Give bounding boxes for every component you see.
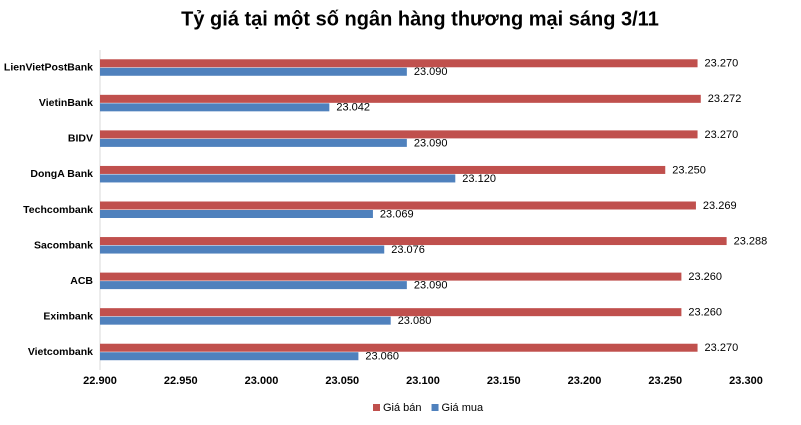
data-label: 23.060 (365, 351, 399, 363)
bar (100, 343, 698, 352)
legend-swatch (373, 404, 380, 411)
chart-title: Tỷ giá tại một số ngân hàng thương mại s… (181, 8, 659, 30)
data-label: 23.270 (705, 58, 739, 70)
legend-label: Giá mua (442, 402, 484, 414)
bar (100, 308, 682, 317)
data-label: 23.288 (734, 235, 768, 247)
bar (100, 272, 682, 281)
data-label: 23.076 (391, 244, 425, 256)
data-label: 23.260 (688, 307, 722, 319)
x-tick-label: 23.000 (245, 375, 279, 387)
data-label: 23.120 (462, 173, 496, 185)
data-label: 23.090 (414, 280, 448, 292)
bar (100, 245, 385, 254)
bar (100, 210, 373, 218)
bar (100, 59, 698, 68)
y-tick-label: Vietcombank (28, 346, 93, 358)
data-label: 23.270 (705, 342, 739, 354)
y-tick-label: Eximbank (43, 310, 93, 322)
bar (100, 316, 391, 325)
data-label: 23.080 (398, 315, 432, 327)
x-tick-label: 22.950 (164, 375, 198, 387)
y-tick-label: Techcombank (23, 204, 93, 216)
bar (100, 352, 359, 361)
bar (100, 103, 330, 112)
legend-swatch (431, 404, 439, 411)
bar (100, 281, 407, 290)
bar (100, 138, 407, 147)
data-label: 23.250 (672, 164, 706, 176)
bar (100, 174, 456, 183)
data-label: 23.090 (414, 66, 448, 78)
y-tick-label: ACB (70, 275, 93, 287)
data-label: 23.260 (688, 271, 722, 283)
bar (100, 237, 727, 246)
bar (100, 130, 698, 139)
data-label: 23.090 (414, 137, 448, 149)
bar (100, 201, 696, 210)
x-tick-label: 23.050 (325, 375, 359, 387)
y-tick-label: VietinBank (39, 97, 93, 109)
x-tick-label: 23.150 (487, 375, 521, 387)
x-tick-label: 23.200 (568, 375, 602, 387)
data-label: 23.270 (705, 129, 739, 141)
x-tick-label: 23.100 (406, 375, 440, 387)
x-tick-label: 22.900 (83, 375, 117, 387)
legend-label: Giá bán (383, 402, 422, 414)
x-tick-label: 23.300 (729, 375, 763, 387)
bar (100, 94, 701, 103)
data-label: 23.069 (380, 208, 414, 220)
y-tick-label: LienVietPostBank (4, 62, 93, 74)
data-label: 23.042 (336, 102, 370, 114)
y-tick-label: Sacombank (34, 239, 93, 251)
data-label: 23.272 (708, 93, 742, 105)
x-tick-label: 23.250 (648, 375, 682, 387)
data-label: 23.269 (703, 200, 737, 212)
y-tick-label: DongA Bank (30, 168, 93, 180)
bar (100, 67, 407, 76)
y-tick-label: BIDV (68, 133, 93, 145)
bar (100, 165, 666, 174)
